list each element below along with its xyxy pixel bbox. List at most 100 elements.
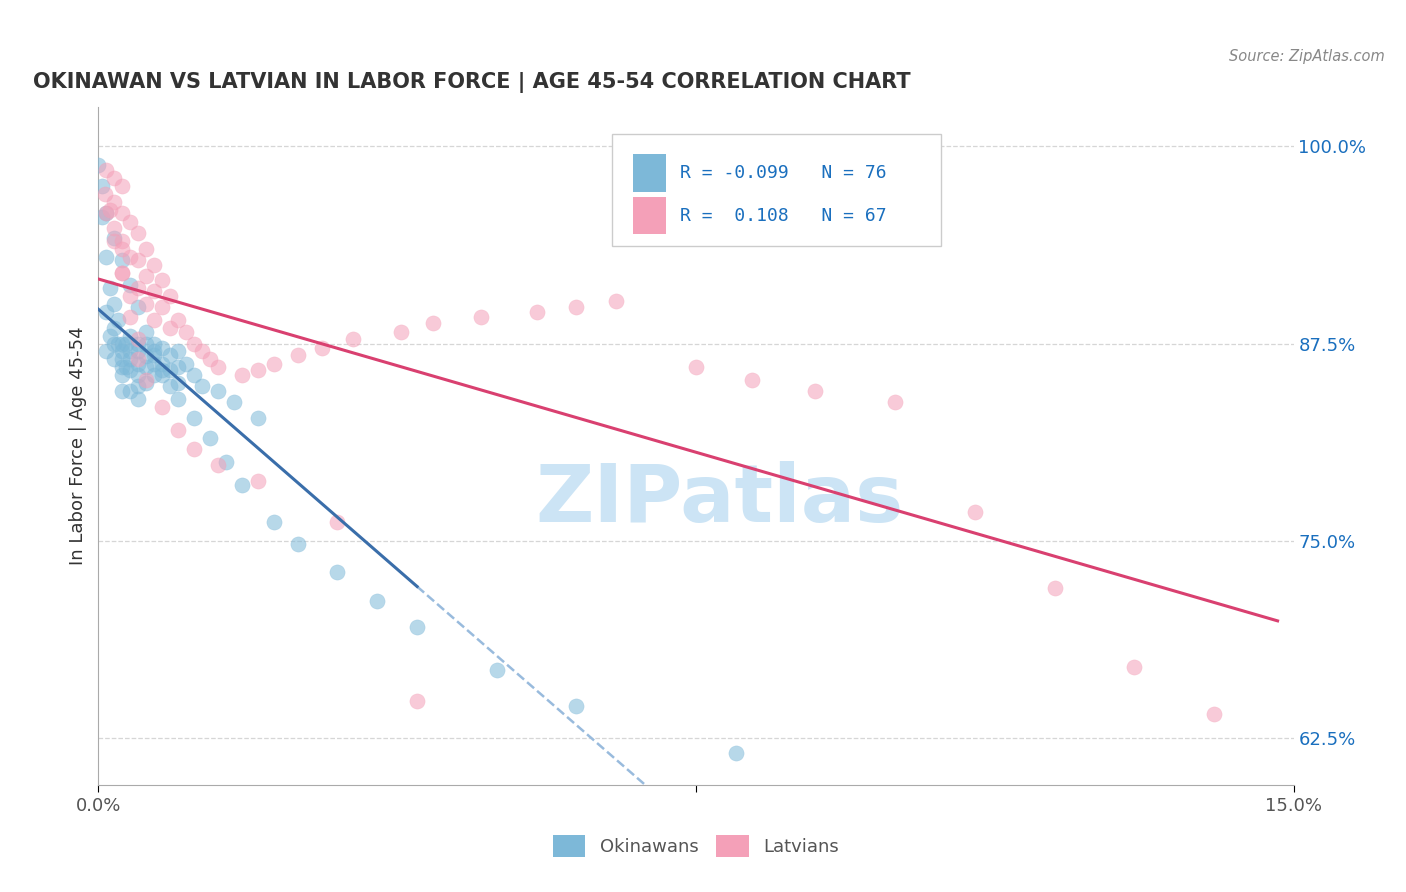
Point [143, 347, 166, 361]
Point [103, 234, 125, 248]
Point [143, 336, 166, 351]
Point [183, 442, 205, 457]
Point [231, 478, 253, 492]
Point [103, 171, 125, 186]
Point [159, 289, 181, 303]
Point [107, 336, 129, 351]
Point [96, 250, 118, 264]
Point [111, 178, 134, 193]
Point [150, 273, 173, 287]
Point [135, 336, 157, 351]
Point [326, 515, 349, 529]
Point [1123, 659, 1146, 673]
Point [127, 379, 149, 393]
Point [565, 300, 588, 314]
Point [111, 384, 134, 398]
Point [231, 368, 253, 382]
Point [389, 326, 412, 340]
Point [135, 326, 157, 340]
Point [685, 360, 707, 375]
Point [135, 242, 157, 256]
Point [103, 320, 125, 334]
Point [111, 205, 134, 219]
Point [111, 352, 134, 367]
Point [159, 379, 181, 393]
Point [526, 305, 548, 319]
Point [191, 379, 214, 393]
Text: ZIPatlas: ZIPatlas [536, 461, 904, 540]
Point [127, 300, 149, 314]
Text: OKINAWAN VS LATVIAN IN LABOR FORCE | AGE 45-54 CORRELATION CHART: OKINAWAN VS LATVIAN IN LABOR FORCE | AGE… [32, 71, 910, 93]
Point [127, 226, 149, 240]
Point [103, 297, 125, 311]
Point [311, 341, 333, 355]
Point [96, 205, 118, 219]
Point [103, 336, 125, 351]
Point [963, 505, 986, 519]
Point [174, 357, 197, 371]
Point [120, 363, 142, 377]
Point [143, 258, 166, 272]
Point [174, 326, 197, 340]
Point [287, 347, 309, 361]
Point [96, 163, 118, 178]
Point [191, 344, 214, 359]
Point [111, 234, 134, 248]
Point [115, 360, 138, 375]
Point [143, 313, 166, 327]
Point [342, 332, 364, 346]
Point [1202, 706, 1225, 721]
Point [150, 341, 173, 355]
Point [207, 360, 229, 375]
Point [127, 252, 149, 267]
Point [120, 352, 142, 367]
Point [103, 352, 125, 367]
Point [246, 410, 269, 425]
Point [120, 344, 142, 359]
Point [111, 368, 134, 382]
Point [135, 376, 157, 390]
Point [135, 360, 157, 375]
Point [120, 328, 142, 343]
Point [150, 300, 173, 314]
Point [159, 320, 181, 334]
Point [143, 357, 166, 371]
Text: R =  0.108   N = 67: R = 0.108 N = 67 [681, 207, 887, 225]
Point [167, 423, 190, 437]
Point [120, 384, 142, 398]
Point [111, 360, 134, 375]
Point [207, 384, 229, 398]
Point [406, 620, 429, 634]
Point [167, 313, 190, 327]
Point [143, 368, 166, 382]
Point [103, 221, 125, 235]
Y-axis label: In Labor Force | Age 45-54: In Labor Force | Age 45-54 [69, 326, 87, 566]
Point [198, 352, 221, 367]
Point [263, 357, 285, 371]
Legend: Okinawans, Latvians: Okinawans, Latvians [553, 835, 839, 857]
Point [103, 231, 125, 245]
Point [103, 194, 125, 209]
Point [127, 352, 149, 367]
Point [127, 357, 149, 371]
Point [605, 293, 627, 308]
Point [98, 281, 122, 295]
Point [127, 336, 149, 351]
Point [366, 593, 388, 607]
Point [107, 313, 129, 327]
Bar [633, 154, 666, 192]
Point [94, 186, 117, 201]
Point [91, 178, 114, 193]
Point [183, 336, 205, 351]
Text: Source: ZipAtlas.com: Source: ZipAtlas.com [1229, 49, 1385, 64]
Point [485, 663, 508, 677]
Point [150, 400, 173, 414]
Point [127, 368, 149, 382]
Point [159, 347, 181, 361]
Point [135, 268, 157, 283]
Point [884, 395, 907, 409]
Point [98, 202, 122, 217]
Point [246, 363, 269, 377]
Point [222, 395, 245, 409]
Point [167, 392, 190, 406]
